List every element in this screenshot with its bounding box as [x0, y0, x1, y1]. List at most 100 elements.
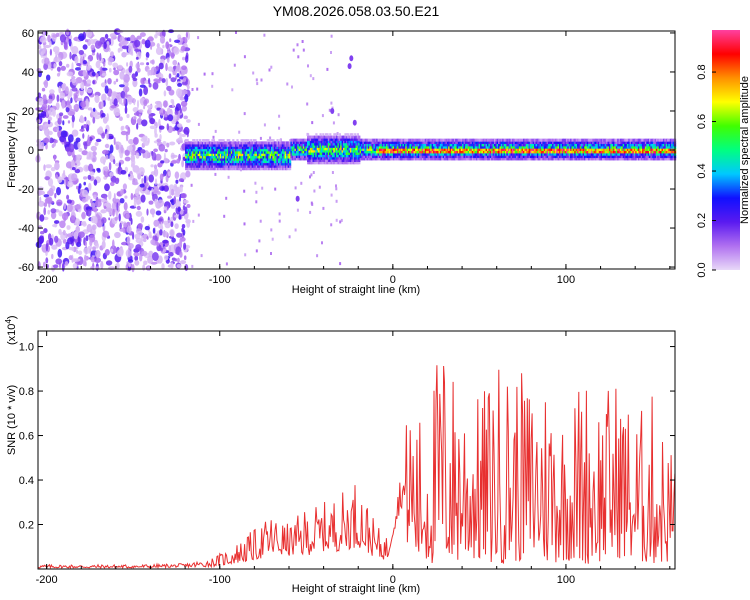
heatmap-cell — [610, 157, 613, 161]
heatmap-cell — [426, 141, 429, 144]
heatmap-cell — [372, 150, 375, 154]
heatmap-cell — [233, 162, 236, 166]
heatmap-cell — [315, 154, 318, 158]
heatmap-cell — [199, 164, 202, 168]
heatmap-cell — [320, 154, 323, 158]
heatmap-cell — [503, 157, 506, 161]
heatmap-cell — [416, 145, 419, 149]
heatmap-cell — [310, 201, 313, 205]
heatmap-cell — [334, 147, 337, 151]
heatmap-cell — [448, 145, 451, 149]
heatmap-cell — [197, 153, 200, 157]
heatmap-cell — [500, 143, 504, 147]
heatmap-cell — [452, 141, 455, 144]
heatmap-cell — [435, 155, 438, 159]
heatmap-cell — [489, 145, 492, 149]
heatmap-cell — [169, 141, 176, 146]
heatmap-cell — [352, 144, 355, 148]
heatmap-cell — [356, 133, 359, 137]
heatmap-cell — [542, 141, 545, 144]
heatmap-cell — [431, 155, 434, 159]
heatmap-cell — [279, 155, 282, 159]
heatmap-cell — [335, 184, 337, 188]
heatmap-cell — [165, 62, 168, 72]
heatmap-cell — [579, 157, 582, 161]
heatmap-cell — [457, 157, 461, 161]
heatmap-cell — [240, 143, 243, 147]
heatmap-cell — [456, 148, 459, 151]
heatmap-cell — [244, 148, 247, 152]
heatmap-cell — [373, 143, 376, 147]
heatmap-cell — [104, 183, 110, 192]
heatmap-cell — [607, 138, 610, 142]
heatmap-cell — [326, 161, 329, 165]
heatmap-cell — [326, 156, 329, 160]
heatmap-cell — [403, 152, 407, 156]
heatmap-cell — [247, 148, 250, 152]
heatmap-cell — [345, 159, 348, 162]
heatmap-cell — [577, 141, 580, 144]
heatmap-cell — [428, 138, 432, 142]
heatmap-cell — [620, 157, 623, 161]
heatmap-cell — [415, 141, 418, 144]
heatmap-cell — [547, 155, 551, 159]
heatmap-cell — [485, 138, 488, 142]
heatmap-cell — [647, 157, 650, 161]
heatmap-cell — [247, 153, 250, 157]
heatmap-cell — [571, 143, 574, 147]
heatmap-cell — [269, 143, 272, 147]
heatmap-cell — [104, 143, 110, 149]
heatmap-cell — [151, 188, 154, 193]
heatmap-cell — [232, 148, 235, 152]
heatmap-cell — [473, 148, 476, 151]
heatmap-cell — [351, 154, 354, 158]
heatmap-cell — [379, 141, 382, 144]
heatmap-cell — [119, 84, 125, 88]
heatmap-cell — [302, 143, 305, 147]
heatmap-cell — [430, 145, 433, 149]
heatmap-cell — [379, 138, 382, 142]
heatmap-cell — [255, 153, 258, 157]
heatmap-cell — [514, 148, 517, 151]
heatmap-cell — [81, 211, 86, 220]
heatmap-cell — [401, 143, 404, 147]
heatmap-cell — [363, 138, 366, 142]
heatmap-cell — [529, 143, 533, 147]
heatmap-cell — [331, 171, 334, 174]
heatmap-cell — [344, 135, 347, 139]
heatmap-cell — [139, 32, 146, 37]
heatmap-cell — [361, 143, 364, 147]
heatmap-cell — [181, 227, 184, 233]
heatmap-cell — [158, 62, 164, 70]
heatmap-cell — [423, 143, 426, 147]
heatmap-cell — [509, 155, 512, 159]
heatmap-cell — [45, 243, 49, 252]
heatmap-cell — [361, 152, 364, 156]
heatmap-cell — [222, 157, 225, 161]
heatmap-cell — [424, 152, 427, 156]
heatmap-cell — [355, 147, 358, 151]
heatmap-cell — [433, 150, 436, 154]
heatmap-cell — [421, 138, 425, 142]
heatmap-cell — [173, 65, 177, 70]
heatmap-cell — [441, 148, 444, 151]
heatmap-cell — [441, 152, 444, 156]
heatmap-cell — [221, 157, 224, 161]
heatmap-cell — [276, 148, 279, 152]
heatmap-cell — [298, 157, 301, 161]
heatmap-cell — [506, 141, 509, 144]
heatmap-cell — [417, 148, 420, 151]
heatmap-cell — [191, 264, 194, 268]
heatmap-cell — [328, 108, 331, 112]
heatmap-cell — [565, 141, 569, 144]
heatmap-cell — [339, 220, 342, 224]
heatmap-cell — [340, 147, 343, 151]
heatmap-cell — [556, 143, 559, 147]
heatmap-cell — [595, 143, 598, 147]
heatmap-cell — [347, 144, 350, 148]
heatmap-cell — [423, 155, 426, 159]
heatmap-cell — [424, 141, 427, 144]
heatmap-cell — [405, 143, 408, 147]
heatmap-cell — [197, 160, 200, 164]
heatmap-cell — [228, 162, 231, 166]
